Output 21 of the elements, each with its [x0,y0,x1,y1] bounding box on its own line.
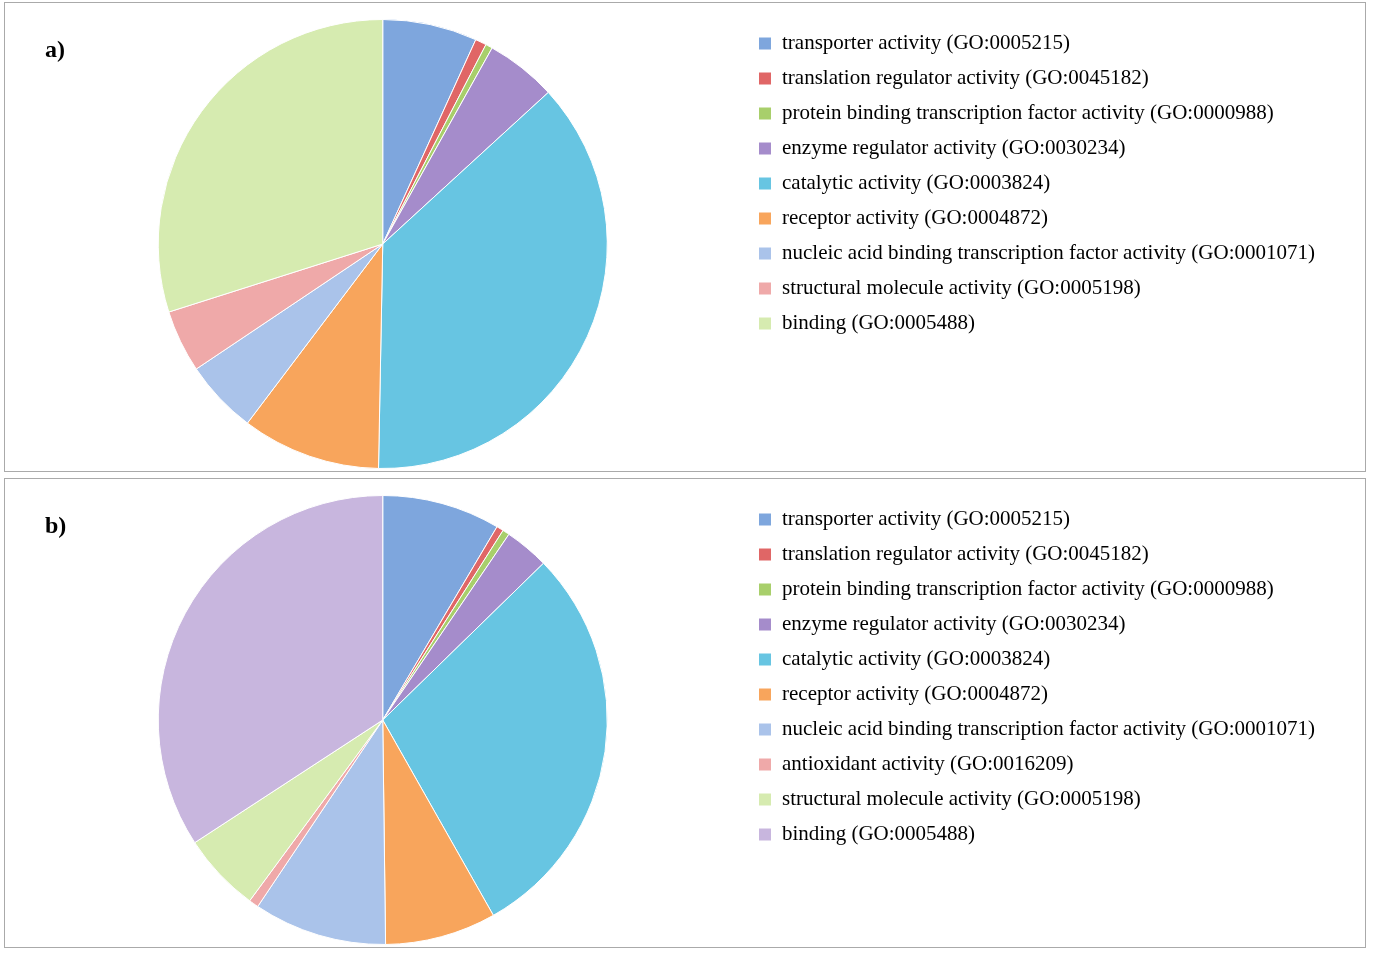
legend-label: catalytic activity (GO:0003824) [781,170,1051,195]
legend-label: binding (GO:0005488) [781,821,976,846]
legend-label: translation regulator activity (GO:0045182) [781,541,1149,566]
legend-label: receptor activity (GO:0004872) [781,205,1048,230]
legend-label: enzyme regulator activity (GO:0030234) [781,135,1126,160]
legend-label: protein binding transcription factor activity (GO:0000988) [781,576,1274,601]
legend-label: enzyme regulator activity (GO:0030234) [781,611,1126,636]
text: b) [45,512,67,539]
legend-label: protein binding transcription factor activity (GO:0000988) [781,100,1274,125]
legend-label: antioxidant activity (GO:0016209) [781,751,1074,776]
legend-label: transporter activity (GO:0005215) [781,506,1071,531]
legend-label: structural molecule activity (GO:0005198) [781,786,1141,811]
legend-label: catalytic activity (GO:0003824) [781,646,1051,671]
legend-label: transporter activity (GO:0005215) [781,30,1071,55]
legend-label: nucleic acid binding transcription factor activity (GO:0001071) [781,716,1316,741]
legend-label: structural molecule activity (GO:0005198) [781,275,1141,300]
legend-label: binding (GO:0005488) [781,310,976,335]
legend-label: receptor activity (GO:0004872) [781,681,1048,706]
legend-label: translation regulator activity (GO:0045182) [781,65,1149,90]
legend-label: nucleic acid binding transcription factor activity (GO:0001071) [781,240,1316,265]
text: a) [45,36,65,63]
